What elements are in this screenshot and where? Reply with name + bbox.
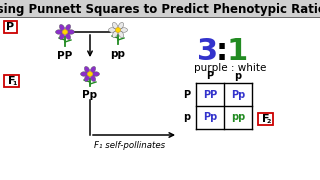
Text: Pp: Pp xyxy=(231,89,245,100)
Circle shape xyxy=(62,30,68,35)
Text: p: p xyxy=(183,112,191,123)
Ellipse shape xyxy=(60,24,65,31)
Text: Pp: Pp xyxy=(203,112,217,123)
Ellipse shape xyxy=(112,22,118,29)
Circle shape xyxy=(87,71,92,76)
Ellipse shape xyxy=(118,31,124,38)
Text: purple : white: purple : white xyxy=(194,63,266,73)
Text: F: F xyxy=(8,76,15,86)
Ellipse shape xyxy=(68,30,75,34)
Ellipse shape xyxy=(121,28,127,32)
Circle shape xyxy=(116,28,121,33)
Text: P: P xyxy=(206,71,213,81)
Ellipse shape xyxy=(90,75,96,82)
Ellipse shape xyxy=(55,30,62,34)
Ellipse shape xyxy=(60,33,65,40)
Ellipse shape xyxy=(92,72,100,76)
Text: 1: 1 xyxy=(226,37,247,66)
FancyBboxPatch shape xyxy=(0,0,320,17)
Text: Pp: Pp xyxy=(83,90,98,100)
Text: P: P xyxy=(183,89,191,100)
Ellipse shape xyxy=(112,31,118,38)
Text: PP: PP xyxy=(57,51,73,61)
Text: Using Punnett Squares to Predict Phenotypic Ratios: Using Punnett Squares to Predict Phenoty… xyxy=(0,3,320,15)
Text: p: p xyxy=(235,71,242,81)
Ellipse shape xyxy=(65,24,71,31)
Ellipse shape xyxy=(84,75,90,82)
Text: pp: pp xyxy=(110,49,125,59)
Text: P: P xyxy=(6,22,15,32)
Text: F: F xyxy=(262,114,269,124)
Text: PP: PP xyxy=(203,89,217,100)
Text: 2: 2 xyxy=(266,119,271,124)
Text: 3: 3 xyxy=(197,37,218,66)
Ellipse shape xyxy=(118,22,124,29)
FancyBboxPatch shape xyxy=(4,75,19,87)
Ellipse shape xyxy=(108,28,116,32)
FancyBboxPatch shape xyxy=(258,113,273,125)
Text: pp: pp xyxy=(231,112,245,123)
Text: :: : xyxy=(216,37,228,66)
Ellipse shape xyxy=(81,72,87,76)
Text: F₁ self-pollinates: F₁ self-pollinates xyxy=(94,141,165,150)
Ellipse shape xyxy=(90,66,96,73)
Text: 1: 1 xyxy=(12,81,17,86)
Ellipse shape xyxy=(65,33,71,40)
Ellipse shape xyxy=(84,66,90,73)
FancyBboxPatch shape xyxy=(4,21,17,33)
